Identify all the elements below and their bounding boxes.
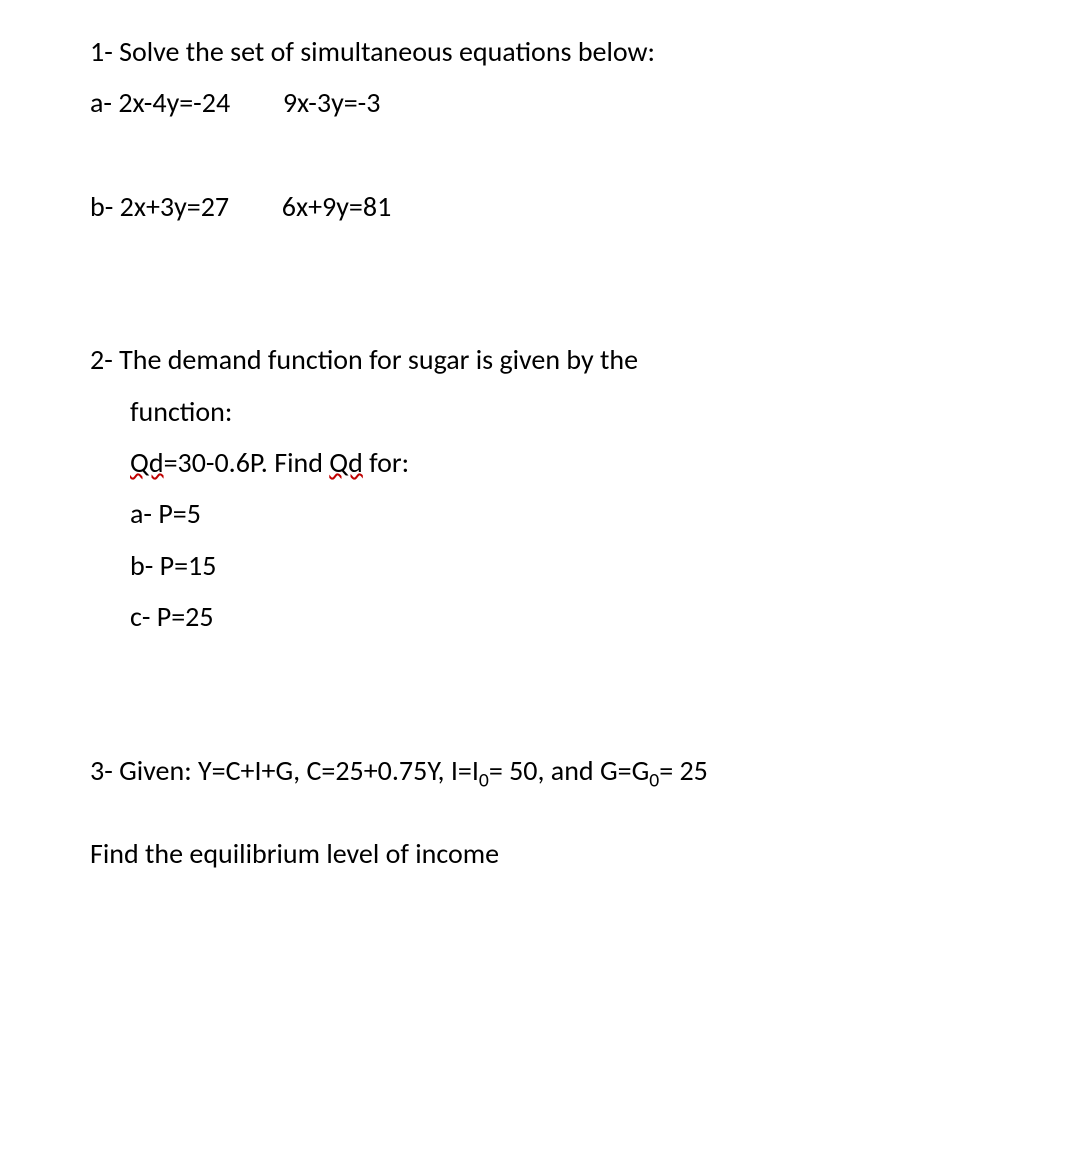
- q1-part-a: a- 2x-4y=-24 9x-3y=-3: [90, 81, 990, 124]
- q3-given: 3- Given: Y=C+I+G, C=25+0.75Y, I=I0= 50,…: [90, 749, 990, 792]
- q3-sub2: 0: [649, 768, 659, 792]
- q3-prefix: 3- Given: Y=C+I+G, C=25+0.75Y, I=I: [90, 753, 479, 788]
- question-3: 3- Given: Y=C+I+G, C=25+0.75Y, I=I0= 50,…: [90, 749, 990, 792]
- q1-a-eq2: 9x-3y=-3: [283, 85, 381, 120]
- q1-b-eq2: 6x+9y=81: [282, 189, 391, 224]
- q2-qd-1: Qd: [130, 445, 164, 480]
- document-page: 1- Solve the set of simultaneous equatio…: [0, 0, 1080, 905]
- q3-final: Find the equilibrium level of income: [90, 832, 990, 875]
- q1-a-eq1: 2x-4y=-24: [118, 81, 230, 124]
- q1-part-b: b- 2x+3y=27 6x+9y=81: [90, 185, 990, 228]
- q2-c: c- P=25: [90, 595, 990, 638]
- question-2: 2- The demand function for sugar is give…: [90, 338, 990, 638]
- q2-func-end: for:: [363, 445, 409, 480]
- q2-func-mid: =30-0.6P. Find: [164, 445, 330, 480]
- q1-a-label: a-: [90, 85, 112, 120]
- q3-sub1: 0: [479, 768, 489, 792]
- q2-title-1: 2- The demand function for sugar is give…: [90, 338, 990, 381]
- q3-mid: = 50, and G=G: [489, 753, 649, 788]
- q2-b: b- P=15: [90, 544, 990, 587]
- q1-b-label: b-: [90, 189, 113, 224]
- q1-b-eq1: 2x+3y=27: [120, 185, 229, 228]
- q1-title: 1- Solve the set of simultaneous equatio…: [90, 30, 990, 73]
- q2-a: a- P=5: [90, 492, 990, 535]
- q2-qd-2: Qd: [329, 445, 363, 480]
- q3-suffix: = 25: [659, 753, 708, 788]
- q2-title-2: function:: [90, 390, 990, 433]
- q2-function: Qd=30-0.6P. Find Qd for:: [90, 441, 990, 484]
- question-1: 1- Solve the set of simultaneous equatio…: [90, 30, 990, 228]
